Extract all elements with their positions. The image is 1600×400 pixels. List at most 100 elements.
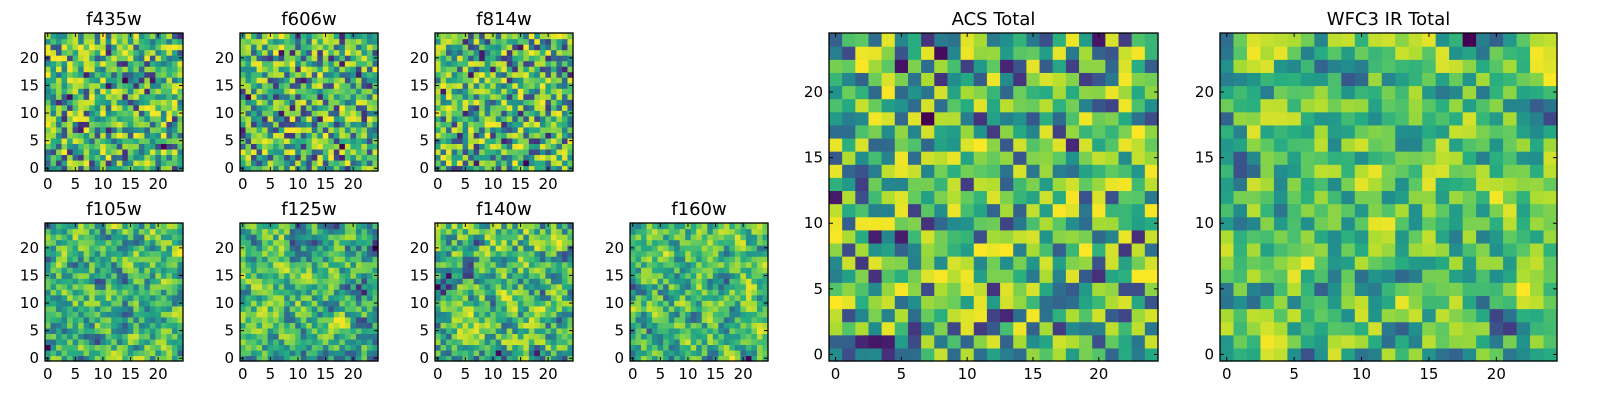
heatmap-cell xyxy=(635,239,642,246)
heatmap-cell xyxy=(78,311,85,318)
heatmap-cell xyxy=(289,110,296,117)
heatmap-cell xyxy=(267,77,274,84)
heatmap-cell xyxy=(512,311,519,318)
heatmap-cell xyxy=(78,278,85,285)
heatmap-cell xyxy=(539,165,546,172)
heatmap-cell xyxy=(512,143,519,150)
heatmap-cell xyxy=(690,278,697,285)
heatmap-cell xyxy=(339,110,346,117)
heatmap-cell xyxy=(61,333,68,340)
heatmap-cell xyxy=(1026,282,1041,296)
heatmap-cell xyxy=(517,88,524,95)
heatmap-cell xyxy=(61,137,68,144)
heatmap-cell xyxy=(344,66,351,73)
heatmap-cell xyxy=(894,347,909,362)
heatmap-cell xyxy=(116,300,123,307)
heatmap-cell xyxy=(501,88,508,95)
heatmap-cell xyxy=(289,283,296,290)
y-tick-label: 5 xyxy=(224,322,234,340)
heatmap-cell xyxy=(83,93,90,100)
heatmap-cell xyxy=(322,327,329,334)
heatmap-cell xyxy=(122,110,129,117)
heatmap-cell xyxy=(1039,203,1054,218)
heatmap-cell xyxy=(262,49,269,56)
heatmap-cell xyxy=(344,132,351,139)
heatmap-cell xyxy=(317,250,324,257)
heatmap-cell xyxy=(295,159,302,167)
heatmap-cell xyxy=(171,165,179,172)
heatmap-cell xyxy=(372,159,379,167)
heatmap-cell xyxy=(322,132,329,139)
heatmap-cell xyxy=(284,289,291,296)
heatmap-cell xyxy=(306,294,313,301)
heatmap-cell xyxy=(462,121,469,128)
heatmap-cell xyxy=(512,88,519,95)
heatmap-cell xyxy=(262,132,269,139)
heatmap-cell xyxy=(556,322,563,329)
heatmap-cell xyxy=(78,355,85,362)
heatmap-cell xyxy=(160,261,168,268)
heatmap-cell xyxy=(512,344,519,351)
heatmap-cell xyxy=(171,261,179,268)
heatmap-cell xyxy=(1118,347,1133,362)
heatmap-cell xyxy=(278,66,285,73)
heatmap-cell xyxy=(171,44,179,51)
heatmap-cell xyxy=(550,289,558,296)
heatmap-cell xyxy=(495,245,502,252)
heatmap-cell xyxy=(262,82,269,89)
heatmap-cell xyxy=(523,234,530,241)
heatmap-cell xyxy=(333,99,340,106)
heatmap-cell xyxy=(517,256,524,263)
heatmap-cell xyxy=(89,104,96,111)
heatmap-cell xyxy=(1052,190,1067,205)
heatmap-cell xyxy=(855,269,870,283)
heatmap-cell xyxy=(155,311,162,318)
heatmap-cell xyxy=(278,278,285,285)
heatmap-cell xyxy=(149,327,156,334)
heatmap-cell xyxy=(921,242,935,257)
heatmap-cell xyxy=(729,239,736,246)
heatmap-cell xyxy=(72,333,79,340)
heatmap-cell xyxy=(56,256,63,263)
heatmap-cell xyxy=(256,355,263,362)
heatmap-cell xyxy=(94,159,101,167)
heatmap-cell xyxy=(663,256,670,263)
heatmap-cell xyxy=(435,121,442,128)
heatmap-cell xyxy=(284,349,291,357)
heatmap-cell xyxy=(894,321,909,336)
x-tick-label: 5 xyxy=(461,365,471,383)
heatmap-cell xyxy=(528,115,535,122)
heatmap-cell xyxy=(734,289,741,296)
heatmap-cell xyxy=(630,289,637,296)
heatmap-cell xyxy=(550,256,558,263)
heatmap-cell xyxy=(539,60,546,67)
heatmap-cell xyxy=(267,104,274,111)
heatmap-cell xyxy=(907,164,922,178)
heatmap-cell xyxy=(490,267,497,274)
heatmap-cell xyxy=(1144,229,1159,244)
heatmap-cell xyxy=(300,267,307,274)
heatmap-cell xyxy=(89,55,96,62)
heatmap-cell xyxy=(468,234,475,241)
heatmap-cell xyxy=(267,121,274,128)
heatmap-cell xyxy=(855,164,870,178)
heatmap-cell xyxy=(740,311,747,318)
heatmap-cell xyxy=(116,121,123,128)
heatmap-cell xyxy=(355,99,363,106)
heatmap-cell xyxy=(473,88,480,95)
heatmap-cell xyxy=(973,256,988,270)
heatmap-cell xyxy=(366,250,374,257)
heatmap-cell xyxy=(100,82,107,89)
heatmap-cell xyxy=(94,311,101,318)
heatmap-cell xyxy=(171,250,179,257)
heatmap-cell xyxy=(506,126,513,133)
heatmap-cell xyxy=(122,165,129,172)
heatmap-cell xyxy=(177,256,184,263)
heatmap-cell xyxy=(144,245,151,252)
heatmap-cell xyxy=(484,250,491,257)
heatmap-cell xyxy=(273,148,280,156)
heatmap-cell xyxy=(506,60,513,67)
heatmap-cell xyxy=(1105,242,1120,257)
heatmap-cell xyxy=(457,289,464,296)
heatmap-cell xyxy=(630,256,637,263)
